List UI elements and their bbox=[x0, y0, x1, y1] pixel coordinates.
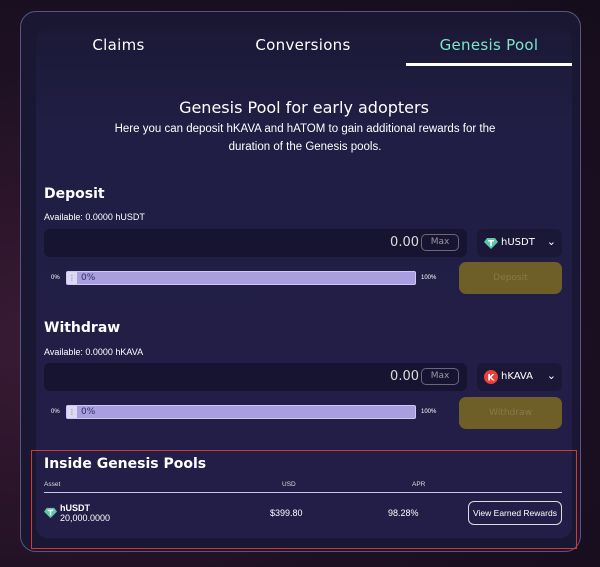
slider-handle[interactable]: ⋮ bbox=[67, 272, 77, 284]
deposit-token-select[interactable]: hUSDT ⌄ bbox=[477, 229, 562, 257]
withdraw-available: Available: 0.0000 hKAVA bbox=[44, 347, 144, 357]
withdraw-token-label: hKAVA bbox=[501, 371, 533, 382]
divider bbox=[44, 492, 562, 493]
column-asset: Asset bbox=[44, 481, 61, 488]
deposit-amount-input[interactable]: 0.00 Max bbox=[44, 229, 467, 257]
column-apr: APR bbox=[412, 481, 426, 488]
asset-name: hUSDT bbox=[60, 503, 90, 513]
svg-text:K: K bbox=[488, 374, 496, 384]
deposit-heading: Deposit bbox=[44, 186, 105, 202]
chevron-down-icon: ⌄ bbox=[546, 369, 556, 382]
page-subtitle: Here you can deposit hKAVA and hATOM to … bbox=[114, 123, 496, 153]
deposit-slider-value: 0% bbox=[81, 273, 96, 283]
page-title: Genesis Pool for early adopters bbox=[179, 98, 429, 117]
asset-amount: 20,000.0000 bbox=[60, 513, 111, 523]
slider-handle[interactable]: ⋮ bbox=[67, 406, 77, 418]
tab-conversions[interactable]: Conversions bbox=[255, 36, 351, 54]
asset-apr: 98.28% bbox=[388, 508, 419, 518]
deposit-amount-value: 0.00 bbox=[390, 235, 419, 250]
tab-claims[interactable]: Claims bbox=[92, 36, 145, 54]
withdraw-percent-slider[interactable]: ⋮ 0% bbox=[66, 405, 416, 419]
withdraw-amount-value: 0.00 bbox=[390, 369, 419, 384]
deposit-max-button[interactable]: Max bbox=[421, 234, 459, 251]
withdraw-amount-input[interactable]: 0.00 Max bbox=[44, 363, 467, 391]
chevron-down-icon: ⌄ bbox=[546, 235, 556, 248]
tether-gem-icon bbox=[484, 238, 498, 249]
column-usd: USD bbox=[282, 481, 296, 488]
withdraw-button[interactable]: Withdraw bbox=[459, 397, 562, 429]
deposit-slider-max: 100% bbox=[421, 275, 437, 281]
asset-usd: $399.80 bbox=[270, 508, 303, 518]
tab-genesis-pool[interactable]: Genesis Pool bbox=[406, 28, 572, 66]
deposit-slider-min: 0% bbox=[51, 275, 60, 281]
withdraw-slider-value: 0% bbox=[81, 407, 96, 417]
withdraw-slider-max: 100% bbox=[421, 409, 437, 415]
deposit-available: Available: 0.0000 hUSDT bbox=[44, 212, 145, 222]
highlight-box bbox=[31, 450, 577, 549]
kava-icon: K bbox=[484, 370, 498, 384]
withdraw-heading: Withdraw bbox=[44, 320, 121, 336]
pools-heading: Inside Genesis Pools bbox=[44, 456, 207, 472]
deposit-token-label: hUSDT bbox=[501, 237, 535, 248]
tether-gem-icon bbox=[44, 507, 57, 519]
withdraw-token-select[interactable]: K hKAVA ⌄ bbox=[477, 363, 562, 391]
view-earned-rewards-button[interactable]: View Earned Rewards bbox=[468, 501, 562, 525]
deposit-percent-slider[interactable]: ⋮ 0% bbox=[66, 271, 416, 285]
deposit-button[interactable]: Deposit bbox=[459, 262, 562, 294]
withdraw-slider-min: 0% bbox=[51, 409, 60, 415]
withdraw-max-button[interactable]: Max bbox=[421, 368, 459, 385]
